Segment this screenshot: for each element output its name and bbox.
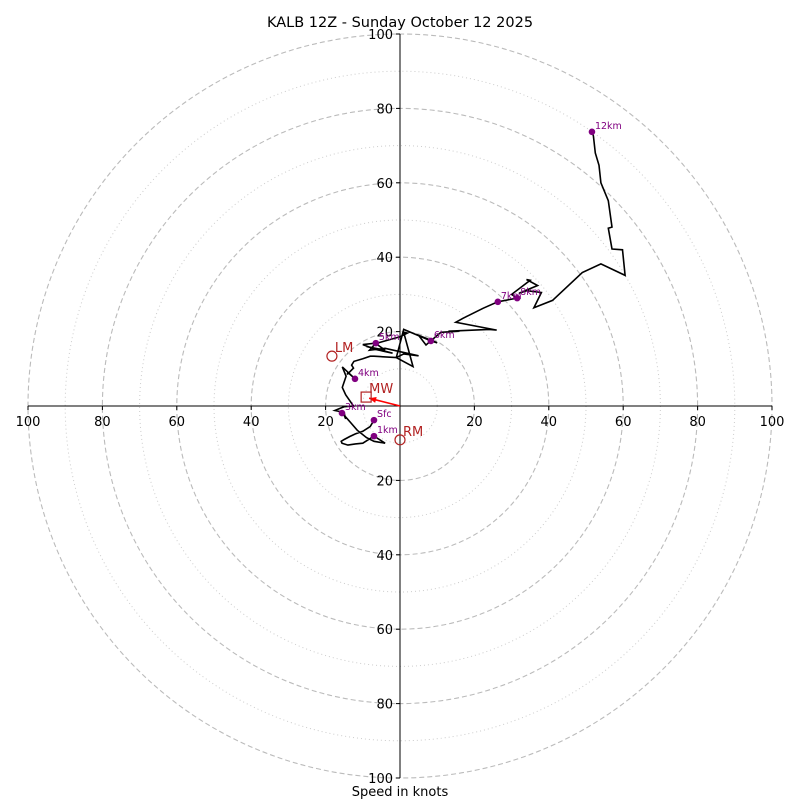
height-marker-1km <box>370 432 378 440</box>
x-tick-label: 60 <box>615 415 632 430</box>
mean-wind-vector <box>368 396 401 407</box>
height-marker-sfc <box>370 416 378 424</box>
mw-label: MW <box>369 382 393 397</box>
tick-labels: 100 80 60 40 20 20 40 60 80 100 100 80 60 40 20 20 40 60 8… <box>16 28 785 787</box>
height-label-7km: 7km <box>501 291 522 302</box>
y-tick-label: 100 <box>368 28 393 43</box>
height-label-sfc: Sfc <box>377 409 392 420</box>
y-tick-label: 40 <box>376 549 393 564</box>
x-tick-label: 80 <box>94 415 111 430</box>
x-tick-label: 60 <box>169 415 186 430</box>
rm-label: RM <box>403 425 423 440</box>
height-label-8km: 8km <box>520 287 541 298</box>
mw-marker <box>360 391 372 403</box>
y-tick-label: 60 <box>376 177 393 192</box>
y-tick-label: 20 <box>376 326 393 341</box>
height-label-1km: 1km <box>377 425 398 436</box>
height-marker-8km <box>513 294 521 302</box>
x-axis-label: Speed in knots <box>352 785 449 800</box>
hodograph-series <box>332 131 627 446</box>
x-tick-label: 80 <box>689 415 706 430</box>
height-marker-3km <box>338 409 346 417</box>
storm-motions: LM RM MW <box>326 341 423 446</box>
x-tick-label: 40 <box>541 415 558 430</box>
height-marker-6km <box>427 337 435 345</box>
height-marker-7km <box>494 298 502 306</box>
x-tick-label: 100 <box>760 415 785 430</box>
height-label-3km: 3km <box>345 402 366 413</box>
hodograph-line <box>332 131 627 446</box>
height-marker-4km <box>351 375 359 383</box>
height-marker-12km <box>588 128 596 136</box>
y-tick-label: 100 <box>368 772 393 787</box>
x-tick-label: 40 <box>243 415 260 430</box>
lm-label: LM <box>335 341 353 356</box>
lm-marker <box>326 350 338 362</box>
y-tick-label: 80 <box>376 698 393 713</box>
x-tick-label: 20 <box>317 415 334 430</box>
y-tick-label: 20 <box>376 474 393 489</box>
height-label-5km: 5km <box>379 332 400 343</box>
y-tick-label: 80 <box>376 102 393 117</box>
y-tick-label: 40 <box>376 251 393 266</box>
chart-title: KALB 12Z - Sunday October 12 2025 <box>267 15 533 31</box>
height-label-6km: 6km <box>434 330 455 341</box>
height-label-12km: 12km <box>595 121 622 132</box>
height-label-4km: 4km <box>358 368 379 379</box>
height-marker-5km <box>372 339 380 347</box>
y-tick-label: 60 <box>376 623 393 638</box>
x-tick-label: 100 <box>16 415 41 430</box>
rm-marker <box>394 434 406 446</box>
x-tick-label: 20 <box>466 415 483 430</box>
